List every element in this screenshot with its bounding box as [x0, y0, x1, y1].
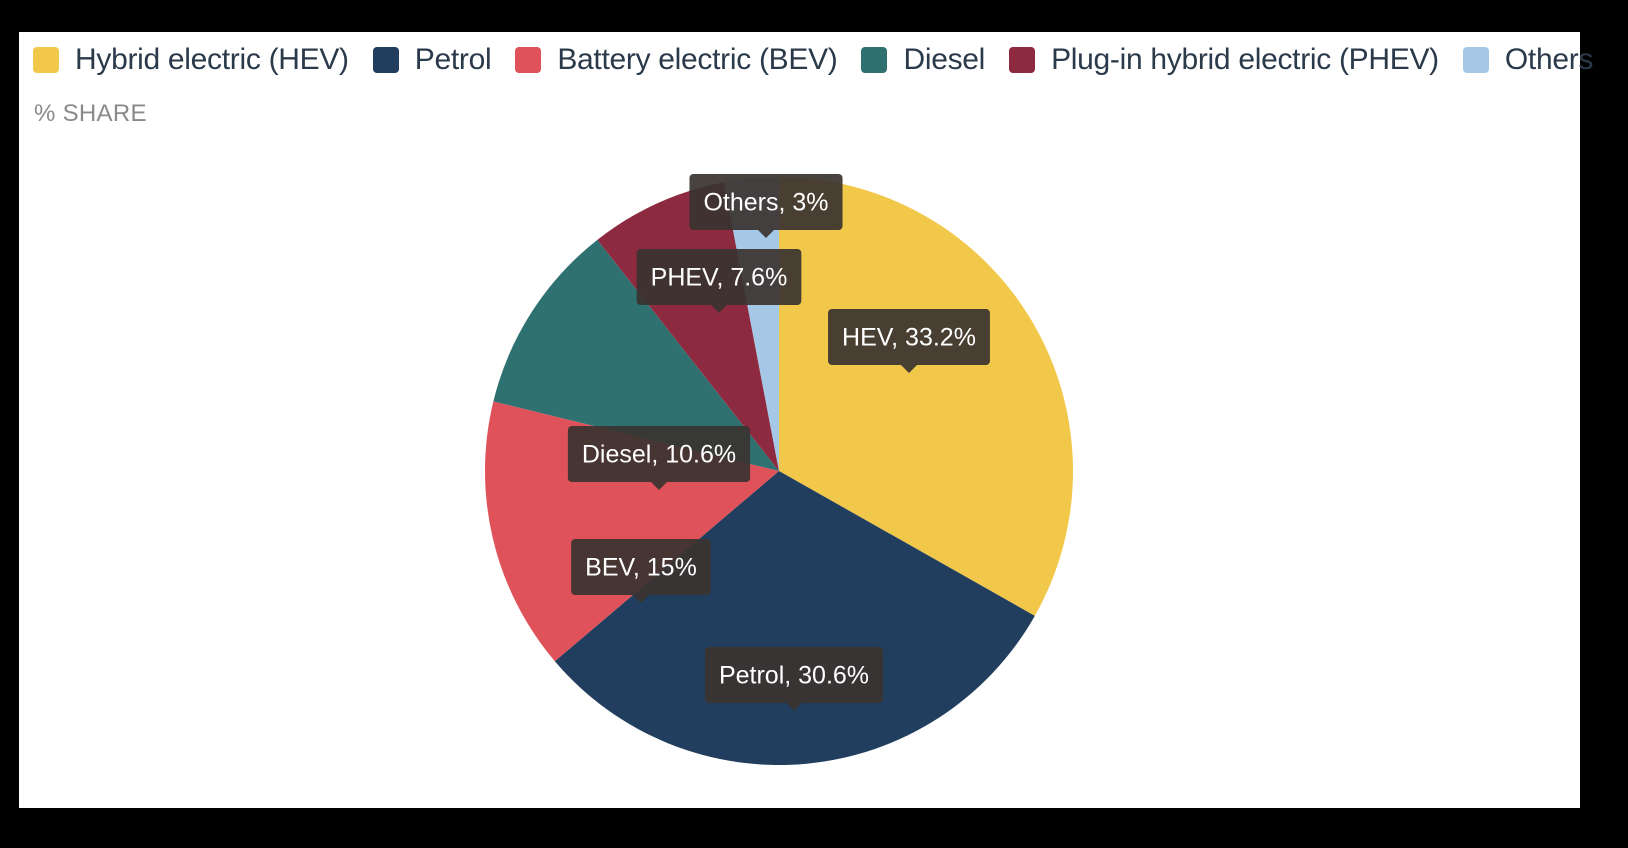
- tooltip-label-bev: BEV, 15%: [585, 554, 697, 582]
- tooltip-label-petrol: Petrol, 30.6%: [719, 662, 869, 690]
- tooltip-box-others: [689, 174, 843, 230]
- legend-swatch-phev: [1009, 47, 1036, 73]
- tooltip-label-diesel: Diesel, 10.6%: [582, 441, 736, 469]
- legend-item-bev[interactable]: Battery electric (BEV): [515, 43, 838, 77]
- tooltip-pointer-others: [758, 230, 774, 238]
- tooltip-pointer-bev: [633, 595, 649, 603]
- legend-label-bev: Battery electric (BEV): [557, 43, 838, 76]
- tooltip-pointer-hev: [901, 365, 917, 373]
- tooltip-pointer-phev: [711, 305, 727, 313]
- legend-label-petrol: Petrol: [414, 43, 492, 76]
- legend-swatch-bev: [515, 47, 542, 73]
- tooltip-label-hev: HEV, 33.2%: [842, 324, 976, 352]
- tooltip-box-bev: [571, 539, 711, 595]
- tooltip-box-phev: [636, 249, 802, 305]
- pie-chart: HEV, 33.2% Petrol, 30.6% BEV, 15% Diesel, 1…: [485, 174, 1073, 766]
- legend-item-phev[interactable]: Plug-in hybrid electric (PHEV): [1009, 43, 1439, 77]
- tooltip-pointer-diesel: [651, 482, 667, 490]
- legend-item-others[interactable]: Others: [1462, 43, 1594, 77]
- legend-label-diesel: Diesel: [903, 43, 986, 76]
- legend-swatch-others: [1462, 47, 1489, 73]
- chart-legend: Hybrid electric (HEV) Petrol Battery ele…: [33, 32, 1593, 88]
- tooltip-box-petrol: [704, 647, 884, 703]
- legend-label-phev: Plug-in hybrid electric (PHEV): [1051, 43, 1439, 76]
- tooltip-box-diesel: [567, 426, 751, 482]
- unit-label: % SHARE: [34, 100, 147, 127]
- chart-canvas: Hybrid electric (HEV) Petrol Battery ele…: [19, 32, 1593, 808]
- pie-tooltips: HEV, 33.2% Petrol, 30.6% BEV, 15% Diesel, 1…: [567, 174, 990, 711]
- legend-swatch-petrol: [372, 47, 399, 73]
- tooltip-phev: PHEV, 7.6%: [636, 249, 802, 313]
- pie-slice-diesel[interactable]: [493, 239, 779, 471]
- tooltip-pointer-petrol: [786, 703, 802, 711]
- legend-label-hev: Hybrid electric (HEV): [75, 43, 349, 76]
- tooltip-diesel: Diesel, 10.6%: [567, 426, 751, 490]
- tooltip-box-hev: [828, 309, 990, 365]
- legend-item-hev[interactable]: Hybrid electric (HEV): [33, 43, 349, 77]
- pie-slice-petrol[interactable]: [554, 471, 1035, 766]
- legend-label-others: Others: [1504, 43, 1594, 76]
- tooltip-bev: BEV, 15%: [571, 539, 711, 603]
- legend-item-petrol[interactable]: Petrol: [372, 43, 492, 77]
- tooltip-label-others: Others, 3%: [703, 189, 828, 217]
- legend-swatch-diesel: [861, 47, 888, 73]
- tooltip-label-phev: PHEV, 7.6%: [651, 264, 788, 292]
- pie-slice-hev[interactable]: [779, 177, 1073, 616]
- legend-item-diesel[interactable]: Diesel: [861, 43, 985, 77]
- tooltip-petrol: Petrol, 30.6%: [704, 647, 884, 711]
- legend-swatch-hev: [33, 47, 59, 73]
- tooltip-hev: HEV, 33.2%: [828, 309, 990, 373]
- tooltip-others: Others, 3%: [689, 174, 843, 238]
